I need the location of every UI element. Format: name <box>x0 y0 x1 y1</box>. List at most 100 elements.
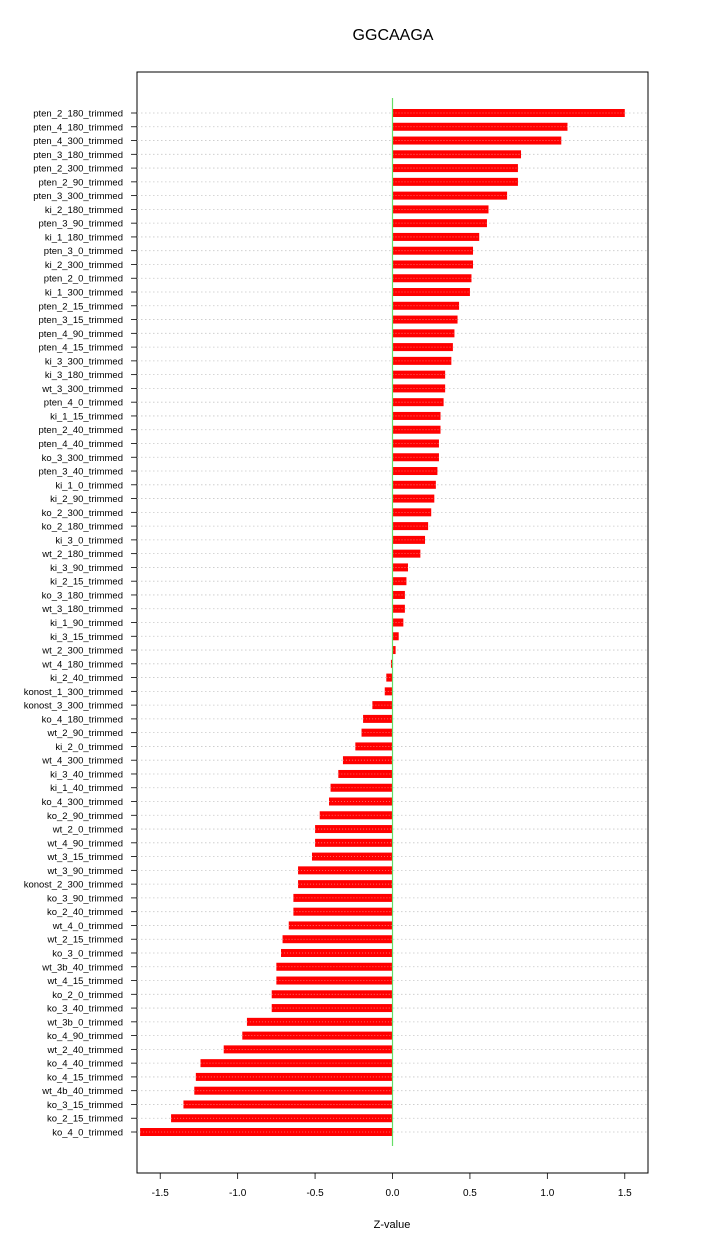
category-label: ki_2_300_trimmed <box>45 260 123 271</box>
x-tick-label: -1.5 <box>152 1188 170 1199</box>
category-label: pten_4_90_trimmed <box>39 329 124 340</box>
category-label: ki_3_300_trimmed <box>45 356 123 367</box>
category-label: ko_4_0_trimmed <box>52 1128 123 1139</box>
bar <box>392 535 426 544</box>
x-tick-label: 1.5 <box>618 1188 632 1199</box>
bar <box>392 150 522 159</box>
category-label: ki_2_90_trimmed <box>50 494 123 505</box>
bar <box>195 1072 393 1081</box>
bar <box>392 109 625 117</box>
bar <box>276 962 393 971</box>
category-label: ko_2_180_trimmed <box>42 522 123 533</box>
category-label: ko_4_300_trimmed <box>42 797 123 808</box>
category-label: wt_2_40_trimmed <box>46 1045 123 1056</box>
x-axis-title: Z-value <box>374 1219 411 1231</box>
category-label: pten_3_180_trimmed <box>33 150 123 161</box>
category-label: pten_4_40_trimmed <box>39 439 124 450</box>
category-label: ki_2_15_trimmed <box>50 577 123 588</box>
bar <box>392 164 518 173</box>
chart-title: GGCAAGA <box>353 27 434 44</box>
bar <box>171 1114 393 1123</box>
category-label: ki_3_40_trimmed <box>50 769 123 780</box>
bar <box>392 508 432 517</box>
category-label: ki_2_180_trimmed <box>45 205 123 216</box>
bar <box>392 384 446 393</box>
category-label: wt_3_90_trimmed <box>46 866 123 877</box>
category-label: wt_4b_40_trimmed <box>41 1086 123 1097</box>
category-label: wt_3b_40_trimmed <box>41 962 123 973</box>
bar <box>392 522 429 531</box>
category-label: wt_3_15_trimmed <box>46 852 123 863</box>
category-label: ko_2_300_trimmed <box>42 508 123 519</box>
category-label: pten_2_180_trimmed <box>33 109 123 120</box>
category-label: wt_2_15_trimmed <box>46 935 123 946</box>
category-label: ko_2_40_trimmed <box>47 907 123 918</box>
category-label: ko_3_90_trimmed <box>47 893 123 904</box>
category-label: ki_3_0_trimmed <box>55 535 123 546</box>
category-label: ko_3_0_trimmed <box>52 948 123 959</box>
category-label: wt_2_300_trimmed <box>41 646 123 657</box>
category-label: ko_3_15_trimmed <box>47 1100 123 1111</box>
category-label: pten_3_15_trimmed <box>39 315 124 326</box>
category-label: pten_4_0_trimmed <box>44 398 123 409</box>
category-label: ko_3_40_trimmed <box>47 1004 123 1015</box>
category-label: pten_2_90_trimmed <box>39 177 124 188</box>
bar <box>392 246 474 255</box>
category-label: wt_4_0_trimmed <box>52 921 123 932</box>
bar <box>392 288 470 297</box>
bar <box>293 893 393 902</box>
category-label: pten_2_300_trimmed <box>33 164 123 175</box>
category-label: wt_3_180_trimmed <box>41 604 123 615</box>
category-label: ki_1_90_trimmed <box>50 618 123 629</box>
x-tick-label: -1.0 <box>229 1188 247 1199</box>
bar <box>392 232 480 241</box>
category-label: wt_2_0_trimmed <box>52 825 123 836</box>
bar <box>392 177 518 186</box>
x-tick-label: 0.0 <box>386 1188 400 1199</box>
category-label: pten_2_40_trimmed <box>39 425 124 436</box>
category-label: ki_1_300_trimmed <box>45 288 123 299</box>
x-tick-label: 0.5 <box>463 1188 477 1199</box>
category-label: pten_4_300_trimmed <box>33 136 123 147</box>
bar <box>392 453 439 462</box>
bar <box>298 880 393 889</box>
bar <box>293 907 393 916</box>
bar <box>315 825 393 834</box>
bar <box>392 219 487 228</box>
bar-layer <box>140 109 625 1136</box>
category-label: pten_3_90_trimmed <box>39 219 124 230</box>
category-label: ki_3_90_trimmed <box>50 563 123 574</box>
category-label: ki_1_180_trimmed <box>45 232 123 243</box>
category-label: wt_4_15_trimmed <box>46 976 123 987</box>
bar <box>392 370 446 379</box>
bar <box>281 948 393 957</box>
bar <box>311 852 393 861</box>
category-label: ki_2_40_trimmed <box>50 673 123 684</box>
category-label: ko_4_180_trimmed <box>42 714 123 725</box>
category-label: pten_3_0_trimmed <box>44 246 123 257</box>
category-label: pten_4_15_trimmed <box>39 343 124 354</box>
category-label: pten_2_0_trimmed <box>44 274 123 285</box>
category-label: pten_4_180_trimmed <box>33 122 123 133</box>
category-label: ki_1_15_trimmed <box>50 411 123 422</box>
category-label: wt_3b_0_trimmed <box>46 1017 123 1028</box>
bar <box>363 714 393 723</box>
bar <box>183 1100 393 1109</box>
bar <box>392 315 458 324</box>
category-label: konost_2_300_trimmed <box>24 880 123 891</box>
x-axis: -1.5 -1.0 -0.5 0.0 0.5 1.0 1.5 <box>152 1173 632 1199</box>
category-label: ki_1_40_trimmed <box>50 783 123 794</box>
category-label-layer: pten_2_180_trimmed pten_4_180_trimmedpten… <box>24 109 137 1139</box>
category-label: wt_4_300_trimmed <box>41 756 123 767</box>
bar <box>315 838 393 847</box>
category-label: ko_4_15_trimmed <box>47 1072 123 1083</box>
category-label: ko_2_0_trimmed <box>52 990 123 1001</box>
category-label: pten_3_40_trimmed <box>39 467 124 478</box>
bar <box>392 467 438 476</box>
bar <box>329 797 393 806</box>
x-tick-label: -0.5 <box>306 1188 324 1199</box>
x-tick-label: 1.0 <box>540 1188 554 1199</box>
category-label: pten_3_300_trimmed <box>33 191 123 202</box>
category-label: ko_4_40_trimmed <box>47 1059 123 1070</box>
